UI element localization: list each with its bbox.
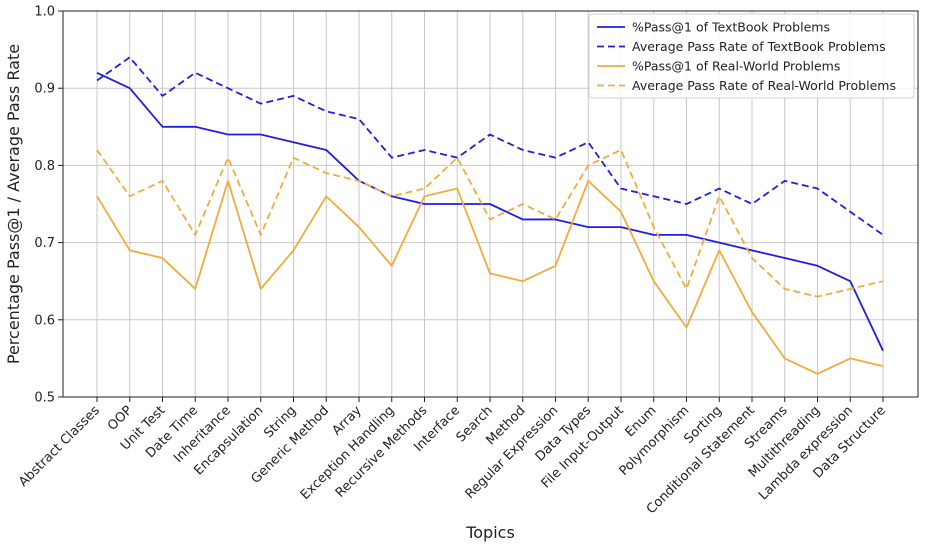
legend-label: %Pass@1 of Real-World Problems <box>632 59 840 74</box>
legend-label: %Pass@1 of TextBook Problems <box>632 20 830 35</box>
x-axis-title: Topics <box>465 523 515 542</box>
y-tick-label: 1.0 <box>34 5 55 20</box>
y-tick-label: 0.6 <box>34 313 55 328</box>
legend-box <box>588 13 915 99</box>
y-tick-label: 0.7 <box>34 236 55 251</box>
series-line-3 <box>96 179 884 375</box>
y-axis-title: Percentage Pass@1 / Average Pass Rate <box>4 44 23 364</box>
series-line-4 <box>96 149 884 298</box>
x-tick-label: Abstract Classes <box>16 403 103 490</box>
series-line-2 <box>96 56 884 236</box>
y-tick-label: 0.8 <box>34 159 55 174</box>
legend: %Pass@1 of TextBook Problems Average Pass… <box>588 13 915 99</box>
y-tick-label: 0.9 <box>34 82 55 97</box>
series-lines <box>96 56 884 375</box>
series-line-1 <box>96 71 884 352</box>
y-axis-ticks: 0.5 0.6 0.7 0.8 0.9 1.0 <box>34 5 63 406</box>
y-tick-label: 0.5 <box>34 391 55 406</box>
legend-label: Average Pass Rate of Real-World Problems <box>632 78 896 93</box>
legend-label: Average Pass Rate of TextBook Problems <box>632 39 886 54</box>
